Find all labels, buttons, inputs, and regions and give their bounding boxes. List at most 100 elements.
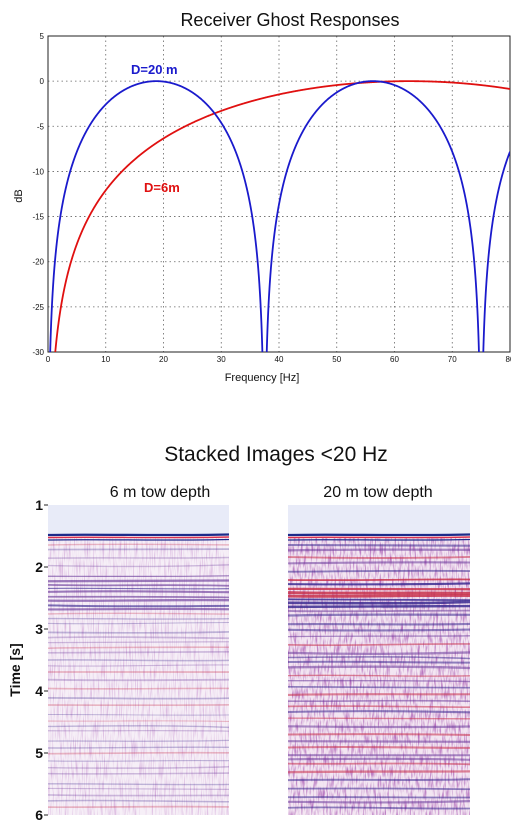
reflector-band: [47, 739, 230, 742]
time-tick-label: 3: [35, 621, 43, 637]
reflector-band: [47, 556, 230, 559]
reflector-band: [287, 806, 471, 810]
reflector-band: [287, 710, 471, 714]
reflector-band: [287, 656, 471, 660]
reflector-band: [47, 543, 230, 546]
chart-title: Receiver Ghost Responses: [180, 10, 399, 30]
time-tick-label: 1: [35, 497, 43, 513]
reflector-band: [287, 651, 471, 656]
reflector-band: [287, 643, 471, 647]
reflector-band: [287, 569, 471, 573]
reflector-band: [47, 799, 230, 803]
reflector-band: [47, 584, 230, 587]
y-tick-label: -25: [32, 303, 44, 312]
reflector-band: [47, 617, 230, 620]
axis-ticks: 0102030405060708050-5-10-15-20-25-30: [32, 32, 511, 364]
reflector-band: [47, 751, 230, 755]
reflector-band: [47, 787, 230, 790]
reflector-band: [287, 800, 471, 804]
reflector-band: [287, 555, 471, 559]
reflector-band: [47, 579, 230, 583]
reflector-band: [47, 595, 230, 599]
reflector-band: [287, 578, 471, 582]
reflector-band: [287, 757, 471, 761]
reflector-band: [47, 746, 230, 749]
series-line-d6m: [54, 80, 510, 352]
time-axis-label: Time [s]: [7, 643, 23, 696]
reflector-band: [47, 720, 230, 722]
reflector-band: [47, 548, 230, 551]
plot-grid: [48, 36, 510, 352]
reflector-band: [287, 613, 471, 617]
reflector-band: [47, 630, 230, 634]
reflector-band: [47, 678, 230, 682]
reflector-band: [47, 650, 230, 654]
reflector-band: [47, 729, 230, 732]
reflector-band: [287, 543, 471, 547]
x-tick-label: 30: [217, 355, 226, 364]
x-axis-label: Frequency [Hz]: [225, 372, 300, 384]
reflector-band: [47, 607, 230, 611]
x-tick-label: 70: [448, 355, 457, 364]
time-tick-label: 5: [35, 745, 43, 761]
reflector-band: [47, 636, 230, 640]
time-tick-label: 6: [35, 807, 43, 820]
stack-title: Stacked Images <20 Hz: [164, 443, 388, 466]
reflector-band: [47, 575, 230, 578]
reflector-band: [287, 622, 471, 626]
y-tick-label: -20: [32, 258, 44, 267]
reflector-band: [287, 674, 471, 677]
reflector-band: [47, 805, 230, 809]
x-tick-label: 0: [46, 355, 51, 364]
reflector-band: [287, 740, 471, 743]
reflector-band: [287, 604, 471, 609]
x-tick-label: 10: [101, 355, 110, 364]
reflector-band: [47, 564, 230, 568]
reflector-band: [287, 600, 471, 605]
reflector-band: [287, 665, 471, 670]
x-tick-label: 20: [159, 355, 168, 364]
reflector-band: [287, 725, 471, 729]
seismic-panel-6m: [47, 505, 230, 815]
y-tick-label: 0: [40, 77, 45, 86]
reflector-band: [47, 621, 230, 625]
x-tick-label: 80: [506, 355, 511, 364]
reflector-band: [47, 713, 230, 716]
y-tick-label: -10: [32, 167, 44, 176]
reflector-band: [47, 766, 230, 769]
x-tick-label: 40: [275, 355, 284, 364]
x-tick-label: 50: [332, 355, 341, 364]
reflector-band: [287, 598, 471, 602]
reflector-band: [47, 538, 230, 541]
reflector-band: [287, 582, 471, 586]
reflector-band: [47, 725, 230, 729]
reflector-band: [287, 762, 471, 766]
reflector-band: [47, 641, 230, 644]
plot-frame: [47, 35, 511, 353]
reflector-band: [47, 783, 230, 786]
seismic-panel-20m: [287, 505, 471, 815]
y-tick-label: -5: [37, 122, 45, 131]
y-tick-label: -15: [32, 213, 44, 222]
reflector-band: [287, 699, 471, 703]
time-tick-label: 2: [35, 559, 43, 575]
x-tick-label: 60: [390, 355, 399, 364]
reflector-band: [287, 787, 471, 791]
reflector-band: [287, 548, 471, 552]
y-tick-label: 5: [40, 32, 45, 41]
reflector-band: [47, 536, 230, 539]
panel-title-20m: 20 m tow depth: [323, 484, 432, 501]
reflector-band: [287, 635, 471, 638]
reflector-band: [47, 598, 230, 602]
reflector-band: [47, 590, 230, 594]
reflector-band: [287, 745, 471, 749]
series-label-d20m: D=20 m: [131, 62, 178, 77]
reflector-band: [47, 772, 230, 775]
reflector-band: [287, 536, 471, 539]
reflector-band: [287, 693, 471, 696]
reflector-band: [287, 778, 471, 782]
y-tick-label: -30: [32, 348, 44, 357]
reflector-band: [47, 604, 230, 608]
reflector-band: [287, 717, 471, 720]
reflector-band: [287, 628, 471, 632]
